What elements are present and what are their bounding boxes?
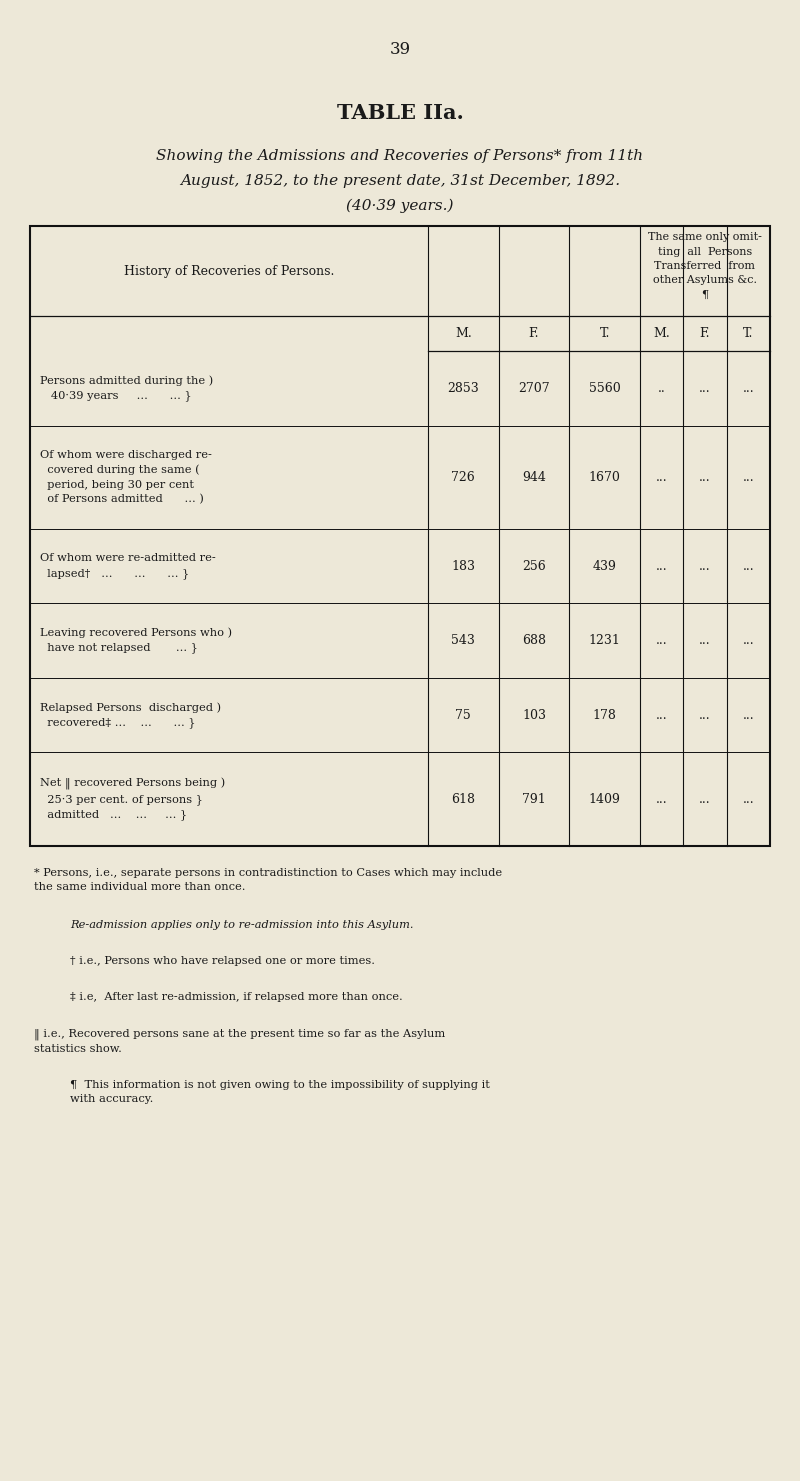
- Text: † i.e., Persons who have relapsed one or more times.: † i.e., Persons who have relapsed one or…: [70, 957, 375, 966]
- Text: TABLE IIa.: TABLE IIa.: [337, 104, 463, 123]
- Text: * Persons, i.e., separate persons in contradistinction to Cases which may includ: * Persons, i.e., separate persons in con…: [34, 868, 502, 892]
- Text: 543: 543: [451, 634, 475, 647]
- Text: ...: ...: [699, 634, 711, 647]
- Text: 2707: 2707: [518, 382, 550, 395]
- Text: ...: ...: [656, 708, 667, 721]
- Text: M.: M.: [455, 327, 472, 341]
- Text: Leaving recovered Persons who )
  have not relapsed       ... }: Leaving recovered Persons who ) have not…: [40, 628, 232, 653]
- Text: 1670: 1670: [589, 471, 621, 484]
- Text: History of Recoveries of Persons.: History of Recoveries of Persons.: [124, 265, 334, 277]
- Text: 1409: 1409: [589, 792, 621, 806]
- Text: (40·39 years.): (40·39 years.): [346, 198, 454, 213]
- Text: ...: ...: [742, 792, 754, 806]
- Text: ...: ...: [699, 560, 711, 573]
- Text: M.: M.: [654, 327, 670, 341]
- Text: 2853: 2853: [447, 382, 479, 395]
- Text: Showing the Admissions and Recoveries of Persons* from 11th: Showing the Admissions and Recoveries of…: [157, 150, 643, 163]
- Text: Re-admission applies only to re-admission into this Asylum.: Re-admission applies only to re-admissio…: [70, 920, 414, 930]
- Text: Relapsed Persons  discharged )
  recovered‡ ...    ...      ... }: Relapsed Persons discharged ) recovered‡…: [40, 702, 221, 729]
- Text: 5560: 5560: [589, 382, 621, 395]
- Text: 178: 178: [593, 708, 617, 721]
- Text: F.: F.: [529, 327, 539, 341]
- Text: Net ‖ recovered Persons being )
  25·3 per cent. of persons }
  admitted   ...  : Net ‖ recovered Persons being ) 25·3 per…: [40, 778, 226, 820]
- Text: T.: T.: [743, 327, 754, 341]
- Text: 183: 183: [451, 560, 475, 573]
- Text: ...: ...: [742, 634, 754, 647]
- Text: 39: 39: [390, 41, 410, 58]
- Text: F.: F.: [700, 327, 710, 341]
- Bar: [30, 227, 770, 846]
- Text: ...: ...: [699, 708, 711, 721]
- Text: ¶  This information is not given owing to the impossibility of supplying it
with: ¶ This information is not given owing to…: [70, 1080, 490, 1103]
- Text: 944: 944: [522, 471, 546, 484]
- Text: 75: 75: [455, 708, 471, 721]
- Text: ...: ...: [699, 471, 711, 484]
- Text: ...: ...: [742, 708, 754, 721]
- Text: 1231: 1231: [589, 634, 621, 647]
- Text: ..: ..: [658, 382, 666, 395]
- Text: ‖ i.e., Recovered persons sane at the present time so far as the Asylum
statisti: ‖ i.e., Recovered persons sane at the pr…: [34, 1028, 446, 1053]
- Text: 256: 256: [522, 560, 546, 573]
- Text: Of whom were re-admitted re-
  lapsed†   ...      ...      ... }: Of whom were re-admitted re- lapsed† ...…: [40, 554, 216, 579]
- Text: 791: 791: [522, 792, 546, 806]
- Text: 439: 439: [593, 560, 617, 573]
- Text: T.: T.: [599, 327, 610, 341]
- Text: 618: 618: [451, 792, 475, 806]
- Text: 726: 726: [451, 471, 475, 484]
- Text: ...: ...: [742, 560, 754, 573]
- Text: 103: 103: [522, 708, 546, 721]
- Text: The same only omit-
ting  all  Persons
Transferred  from
other Asylums &c.
¶: The same only omit- ting all Persons Tra…: [648, 233, 762, 299]
- Text: Persons admitted during the )
   40·39 years     ...      ... }: Persons admitted during the ) 40·39 year…: [40, 375, 214, 401]
- Text: ...: ...: [742, 382, 754, 395]
- Text: ...: ...: [656, 560, 667, 573]
- Text: Of whom were discharged re-
  covered during the same (
  period, being 30 per c: Of whom were discharged re- covered duri…: [40, 450, 212, 505]
- Text: ...: ...: [656, 634, 667, 647]
- Text: ...: ...: [656, 471, 667, 484]
- Text: ...: ...: [699, 792, 711, 806]
- Text: ...: ...: [656, 792, 667, 806]
- Text: ...: ...: [699, 382, 711, 395]
- Text: ‡ i.e,  After last re-admission, if relapsed more than once.: ‡ i.e, After last re-admission, if relap…: [70, 992, 402, 1003]
- Text: ...: ...: [742, 471, 754, 484]
- Text: 688: 688: [522, 634, 546, 647]
- Text: August, 1852, to the present date, 31st December, 1892.: August, 1852, to the present date, 31st …: [180, 173, 620, 188]
